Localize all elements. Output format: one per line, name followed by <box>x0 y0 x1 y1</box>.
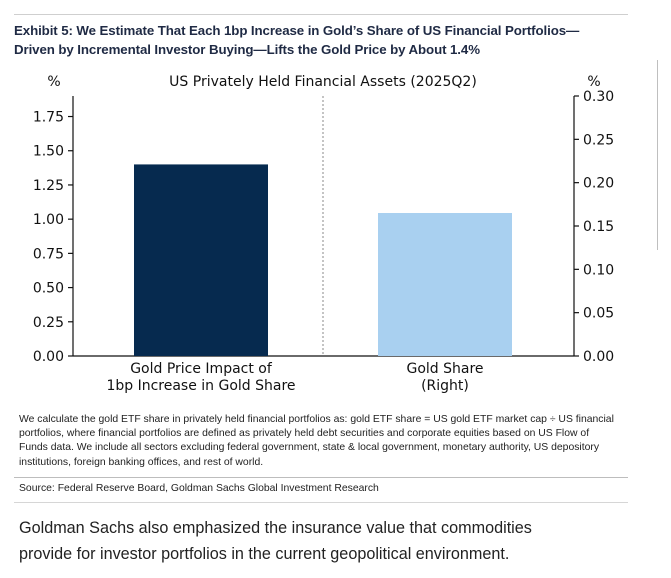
article-line-2: provide for investor portfolios in the c… <box>19 545 510 563</box>
right-tick-label: 0.05 <box>583 306 614 322</box>
right-tick-label: 0.10 <box>583 262 614 278</box>
page-edge-marker <box>657 60 658 250</box>
notes-line-1: We calculate the gold ETF share in priva… <box>19 414 614 425</box>
left-tick-label: 0.25 <box>33 315 64 331</box>
x-label-bar-1-line-2: 1bp Increase in Gold Share <box>106 378 295 394</box>
right-tick-label: 0.30 <box>583 89 614 105</box>
notes-line-4: institutions, foreign banking offices, a… <box>19 456 264 468</box>
right-axis-ticks: 0.00 0.05 0.10 0.15 0.20 0.25 0.30 <box>574 89 614 365</box>
top-rule <box>14 14 628 15</box>
bars <box>134 164 512 356</box>
x-label-bar-2-line-2: (Right) <box>421 378 469 394</box>
bar-chart: US Privately Held Financial Assets (2025… <box>33 74 614 394</box>
source-note: Source: Federal Reserve Board, Goldman S… <box>19 483 379 494</box>
notes-line-2: portfolios, where financial portfolios a… <box>19 428 590 440</box>
article-line-1: Goldman Sachs also emphasized the insura… <box>19 519 532 537</box>
exhibit-bottom-rule <box>14 502 628 503</box>
x-label-bar-1-line-1: Gold Price Impact of <box>130 361 273 377</box>
chart-title: US Privately Held Financial Assets (2025… <box>169 74 477 90</box>
left-tick-label: 0.00 <box>33 349 64 365</box>
exhibit-title: Exhibit 5: We Estimate That Each 1bp Inc… <box>14 21 628 59</box>
exhibit-title-line-1: Exhibit 5: We Estimate That Each 1bp Inc… <box>14 23 580 38</box>
article-paragraph: Goldman Sachs also emphasized the insura… <box>19 515 639 567</box>
right-tick-label: 0.15 <box>583 219 614 235</box>
exhibit-title-line-2: Driven by Incremental Investor Buying—Li… <box>14 42 480 57</box>
left-tick-label: 1.25 <box>33 178 64 194</box>
right-tick-label: 0.25 <box>583 132 614 148</box>
notes-divider <box>14 477 628 478</box>
x-label-bar-2-line-1: Gold Share <box>406 361 483 377</box>
right-axis-unit-label: % <box>587 74 600 90</box>
left-axis-ticks: 0.00 0.25 0.50 0.75 1.00 1.25 1.50 1.75 <box>33 110 73 365</box>
left-tick-label: 0.75 <box>33 246 64 262</box>
left-tick-label: 0.50 <box>33 281 64 297</box>
left-tick-label: 1.75 <box>33 110 64 126</box>
bar-1 <box>134 164 268 356</box>
right-tick-label: 0.20 <box>583 176 614 192</box>
left-tick-label: 1.50 <box>33 144 64 160</box>
notes-line-3: Funds data. We include all sectors exclu… <box>19 442 600 454</box>
right-tick-label: 0.00 <box>583 349 614 365</box>
bar-2 <box>378 213 512 356</box>
left-tick-label: 1.00 <box>33 212 64 228</box>
left-axis-unit-label: % <box>47 74 60 90</box>
chart-notes: We calculate the gold ETF share in priva… <box>19 413 631 470</box>
